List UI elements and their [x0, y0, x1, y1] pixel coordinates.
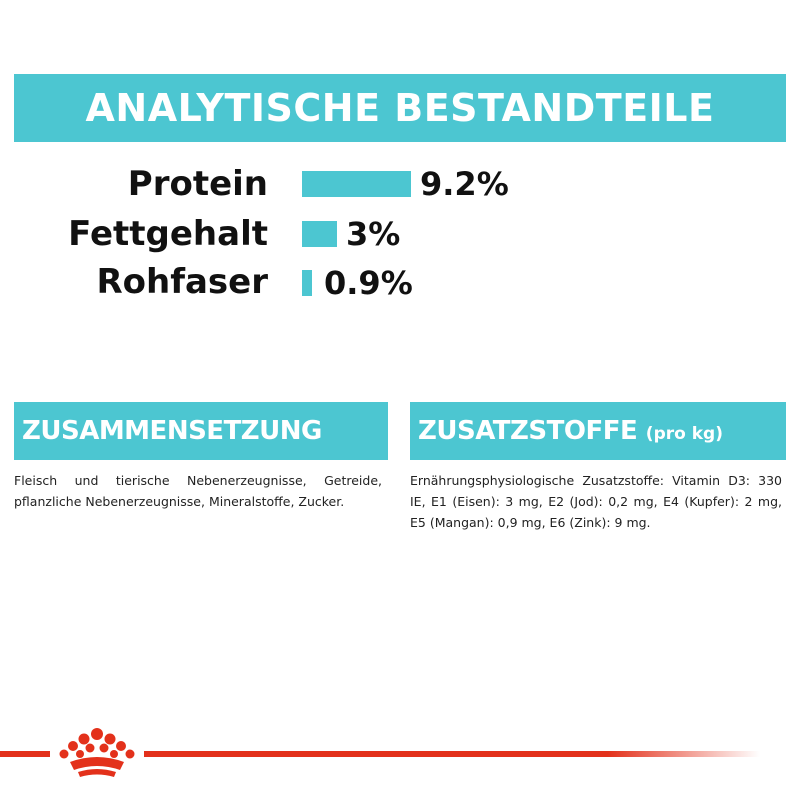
nutrient-label-protein: Protein [127, 164, 268, 204]
composition-text: Fleisch und tierische Nebenerzeugnisse, … [14, 473, 382, 509]
nutrient-value-fat: 3% [346, 215, 401, 253]
royal-crown-icon [50, 724, 144, 782]
nutrient-label-fiber: Rohfaser [96, 262, 268, 302]
analysis-banner: ANALYTISCHE BESTANDTEILE [14, 74, 786, 142]
additives-text: Ernährungsphysiologische Zusatzstoffe: V… [410, 473, 782, 530]
composition-banner: ZUSAMMENSETZUNG [14, 402, 388, 460]
nutrient-bar-fiber [302, 270, 312, 296]
additives-banner: ZUSATZSTOFFE (pro kg) [410, 402, 786, 460]
additives-title-suffix: (pro kg) [645, 424, 723, 444]
additives-title: ZUSATZSTOFFE [418, 416, 638, 446]
nutrient-value-fiber: 0.9% [324, 264, 413, 302]
nutrient-bar-protein [302, 171, 411, 197]
nutrient-value-protein: 9.2% [420, 165, 509, 203]
nutrient-label-fat: Fettgehalt [68, 214, 268, 254]
nutrient-bar-fat [302, 221, 337, 247]
footer-red-line [0, 751, 760, 757]
